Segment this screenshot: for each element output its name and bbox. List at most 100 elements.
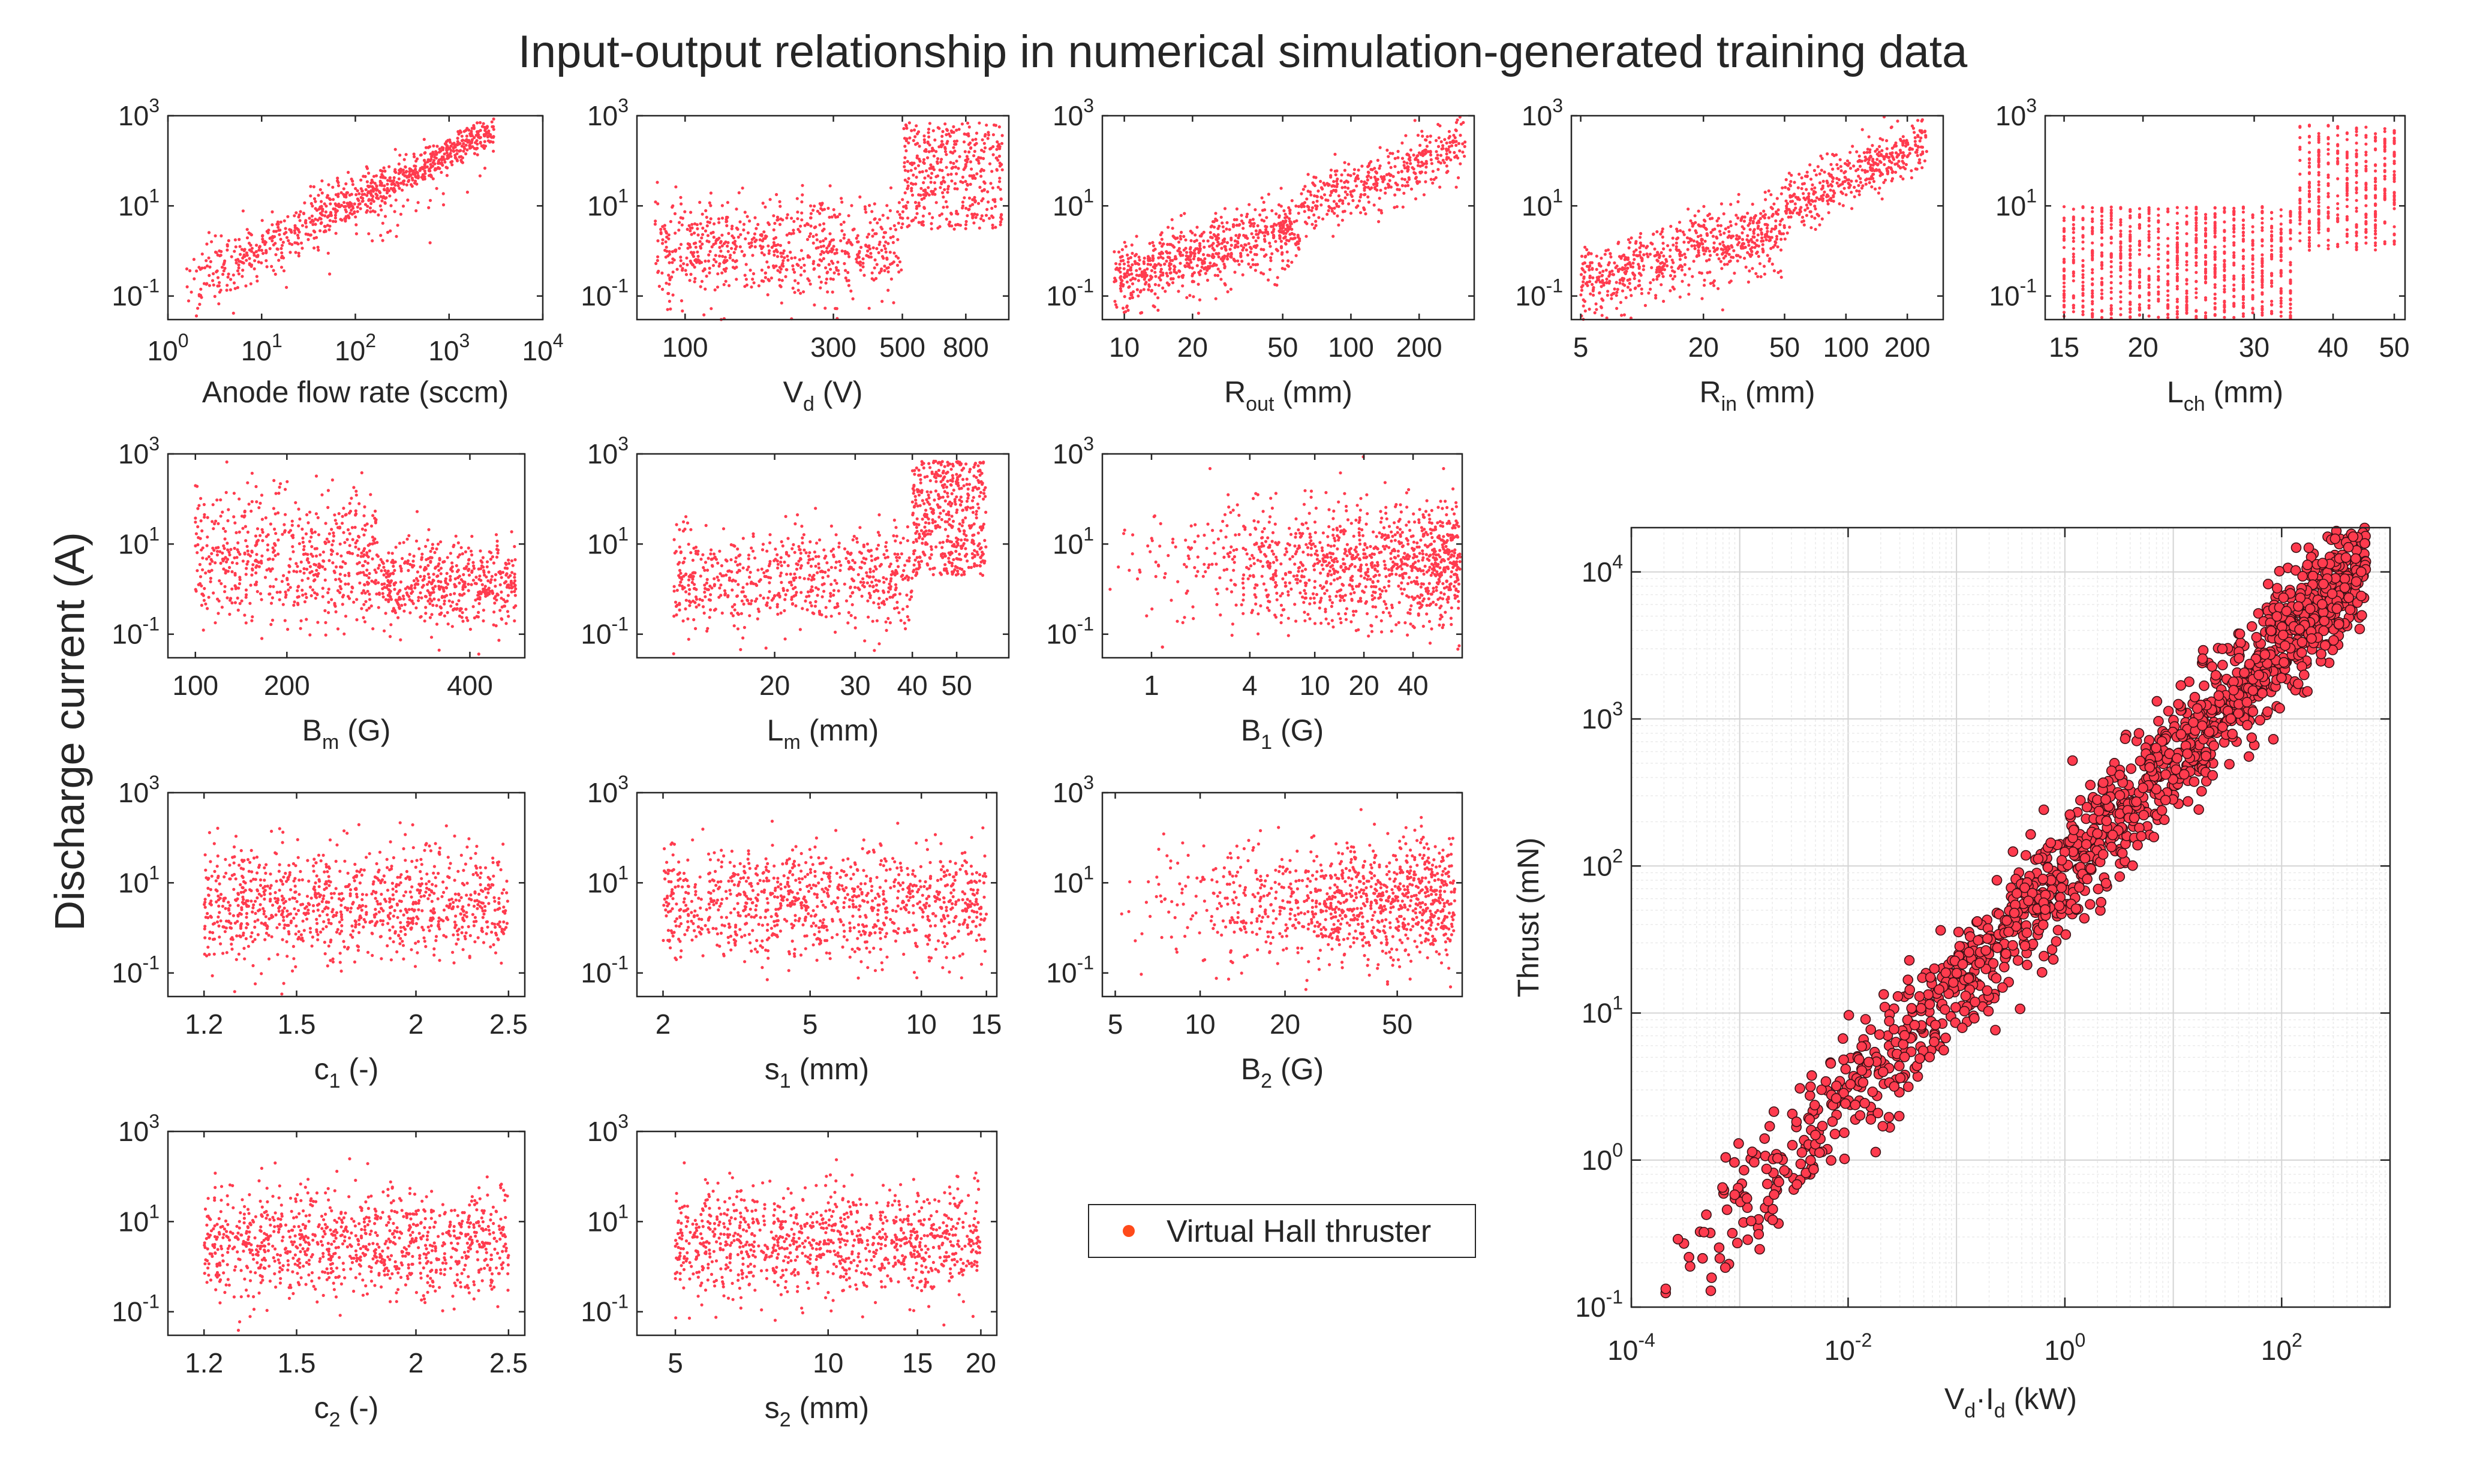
data-point (1415, 180, 1419, 184)
data-point (317, 248, 320, 252)
data-point (448, 146, 452, 150)
data-point (1636, 254, 1640, 258)
data-point (1202, 239, 1206, 243)
data-point (945, 153, 948, 156)
data-point (1890, 161, 1893, 164)
data-point (1191, 279, 1195, 283)
data-point (1131, 263, 1134, 267)
data-point (1910, 176, 1913, 180)
data-point (1140, 271, 1144, 275)
data-point (840, 229, 844, 233)
data-point (717, 221, 721, 224)
data-point (966, 182, 969, 186)
data-point (2157, 265, 2160, 269)
data-point (996, 185, 1000, 189)
data-point (1316, 189, 1320, 193)
data-point (413, 181, 417, 185)
data-point (1389, 165, 1393, 169)
data-point (843, 262, 846, 266)
data-point (919, 186, 923, 190)
data-point (1630, 294, 1633, 297)
data-point (1345, 192, 1349, 197)
data-point (952, 125, 955, 128)
data-point (445, 147, 449, 150)
data-point (1170, 277, 1173, 281)
data-point (2345, 240, 2349, 244)
data-point (948, 220, 952, 224)
data-point (1000, 142, 1004, 145)
data-point (961, 175, 964, 179)
data-point (1226, 290, 1230, 294)
data-point (2374, 229, 2377, 233)
data-point (1592, 293, 1595, 297)
data-point (1820, 194, 1823, 198)
data-point (1258, 213, 1262, 217)
data-point (1693, 214, 1697, 218)
data-point (1219, 278, 1223, 281)
data-point (1692, 260, 1696, 263)
data-point (479, 121, 482, 125)
data-point (714, 260, 718, 264)
data-point (2091, 257, 2094, 260)
data-point (934, 175, 938, 179)
data-point (1165, 272, 1168, 275)
data-point (1629, 265, 1633, 269)
data-point (1204, 272, 1207, 275)
data-point (753, 232, 757, 236)
data-point (772, 253, 776, 257)
data-point (2345, 218, 2349, 222)
data-point (1829, 162, 1833, 166)
data-point (913, 128, 916, 132)
data-point (2081, 313, 2085, 317)
data-point (2147, 285, 2151, 289)
data-point (1124, 245, 1128, 248)
data-point (889, 277, 893, 281)
data-point (357, 203, 361, 206)
data-point (1851, 145, 1854, 148)
data-point (1436, 145, 1441, 148)
data-point (1138, 290, 1142, 294)
data-point (443, 160, 447, 164)
data-point (1340, 218, 1344, 222)
data-point (1839, 165, 1842, 168)
data-point (1753, 246, 1757, 249)
data-point (1839, 169, 1843, 173)
data-point (1135, 273, 1138, 277)
data-point (761, 245, 765, 249)
data-point (1767, 189, 1770, 192)
data-point (1664, 258, 1668, 261)
data-point (1740, 225, 1744, 228)
data-point (365, 180, 369, 183)
data-point (768, 249, 771, 252)
data-point (473, 136, 476, 140)
data-point (312, 236, 316, 240)
data-point (1252, 236, 1255, 239)
data-point (1878, 186, 1881, 190)
data-point (1282, 236, 1286, 240)
data-point (1181, 284, 1185, 288)
data-point (1389, 185, 1393, 189)
data-point (1409, 148, 1412, 152)
data-point (1250, 232, 1253, 236)
data-point (1699, 224, 1703, 228)
data-point (705, 215, 708, 219)
data-point (1729, 220, 1732, 224)
data-point (1796, 186, 1800, 189)
data-point (1600, 297, 1604, 301)
data-point (903, 191, 907, 195)
data-point (1000, 168, 1004, 171)
data-point (344, 208, 347, 212)
data-point (1240, 260, 1244, 263)
data-point (1113, 276, 1117, 280)
data-point (809, 212, 813, 215)
data-point (1203, 245, 1206, 249)
data-point (351, 179, 354, 183)
data-point (1192, 257, 1195, 261)
data-point (2166, 289, 2170, 293)
data-point (311, 219, 315, 223)
data-point (422, 137, 426, 142)
data-point (1842, 186, 1846, 190)
data-point (1355, 184, 1358, 188)
data-point (2374, 148, 2377, 152)
data-point (1339, 198, 1342, 202)
